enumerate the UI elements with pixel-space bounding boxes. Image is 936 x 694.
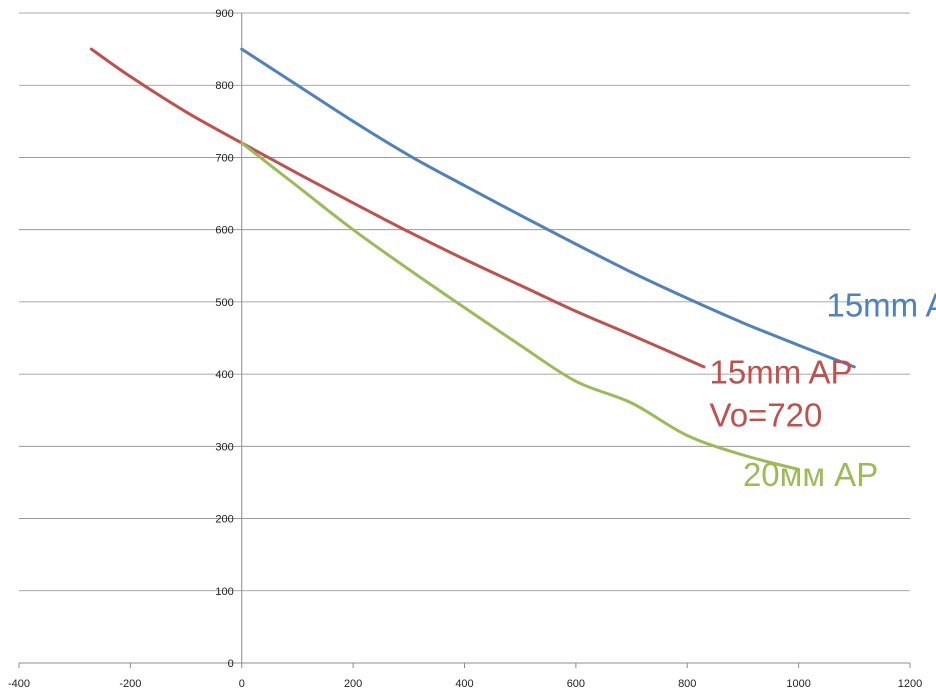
series-line-1 [240,47,856,369]
series-label-1: 15mm AP [826,286,936,323]
y-tick-label: 200 [215,514,233,526]
x-tick-label: 200 [344,678,362,690]
y-tick-label: 700 [215,152,233,164]
x-tick-label: 800 [678,678,696,690]
series-lines [89,47,856,471]
y-tick-label: 300 [215,441,233,453]
y-tick-label: 400 [215,369,233,381]
series-line-2 [89,47,706,369]
y-tick-label: 800 [215,80,233,92]
y-tick-label: 600 [215,225,233,237]
x-tick-label: 1200 [898,678,922,690]
series-label-3: 20мм AP [743,456,878,493]
y-tick-label: 0 [228,658,234,670]
x-tick-label: 0 [239,678,245,690]
y-tick-label: 500 [215,297,233,309]
x-tick-label: -400 [8,678,30,690]
series-line-3 [240,141,801,471]
y-tick-label: 100 [215,586,233,598]
x-tick-label: 1000 [786,678,810,690]
x-tick-label: 400 [455,678,473,690]
series-label-2: 15mm AP Vo=720 [710,354,853,434]
tick-labels: 0 100 200 300 400 500 600 700 800 900 -400 -200 0 200… [8,8,922,690]
x-tick-label: 600 [567,678,585,690]
x-tick-label: -200 [119,678,141,690]
y-tick-label: 900 [215,8,233,20]
axes [18,13,911,668]
gridlines [19,12,910,664]
